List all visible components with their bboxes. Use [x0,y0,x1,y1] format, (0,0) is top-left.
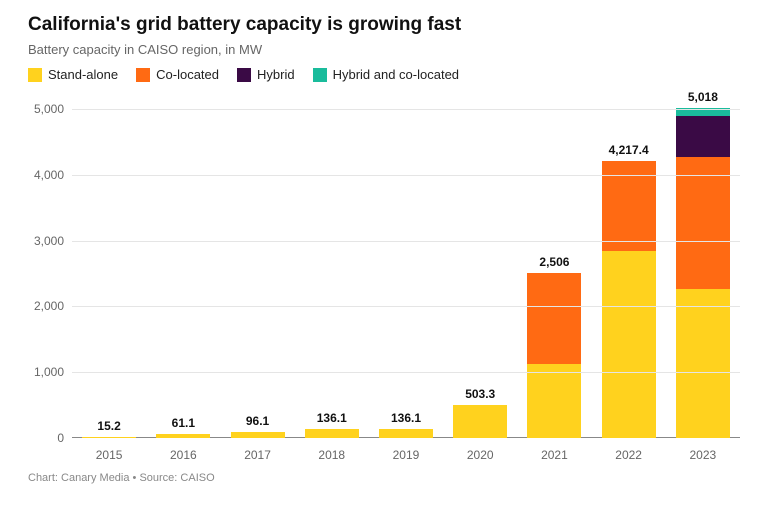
bar-stack [156,434,210,438]
x-tick-label: 2019 [369,442,443,466]
chart-area: 15.2 61.1 96.1 136.1 136.1 503.3 2,506 4,217.4 5… [72,96,740,466]
grid-line [72,241,740,242]
x-tick-label: 2018 [295,442,369,466]
bar-column: 61.1 [146,96,220,438]
bar-column: 136.1 [295,96,369,438]
bar-column: 4,217.4 [592,96,666,438]
legend-item: Stand-alone [28,67,118,82]
bar-stack [305,429,359,438]
bar-segment-stand-alone [527,364,581,438]
grid-line [72,306,740,307]
bar-segment-co-located [676,157,730,289]
bar-stack [676,108,730,438]
bar-stack [82,437,136,438]
bar-total-label: 5,018 [688,90,718,104]
bar-stack [379,429,433,438]
legend-item: Co-located [136,67,219,82]
legend-swatch [28,68,42,82]
y-tick-label: 5,000 [34,102,72,116]
x-tick-label: 2016 [146,442,220,466]
bar-total-label: 15.2 [97,419,120,433]
grid-line [72,109,740,110]
bar-total-label: 96.1 [246,414,269,428]
y-tick-label: 2,000 [34,299,72,313]
plot: 15.2 61.1 96.1 136.1 136.1 503.3 2,506 4,217.4 5… [72,96,740,438]
x-tick-label: 2022 [592,442,666,466]
bar-total-label: 503.3 [465,387,495,401]
y-tick-label: 3,000 [34,234,72,248]
chart-subtitle: Battery capacity in CAISO region, in MW [28,42,740,57]
legend-label: Hybrid [257,67,295,82]
x-tick-label: 2020 [443,442,517,466]
bar-segment-stand-alone [305,429,359,438]
bar-segment-stand-alone [231,432,285,438]
x-tick-label: 2021 [517,442,591,466]
bar-stack [602,161,656,438]
legend-label: Stand-alone [48,67,118,82]
bar-total-label: 2,506 [539,255,569,269]
bar-column: 5,018 [666,96,740,438]
bar-segment-co-located [527,273,581,364]
x-axis-labels: 201520162017201820192020202120222023 [72,442,740,466]
bar-total-label: 61.1 [172,416,195,430]
y-tick-label: 4,000 [34,168,72,182]
chart-title: California's grid battery capacity is gr… [28,14,740,36]
bar-stack [527,273,581,438]
legend-swatch [136,68,150,82]
bar-total-label: 136.1 [317,411,347,425]
chart-footer: Chart: Canary Media • Source: CAISO [28,472,740,484]
legend-label: Hybrid and co-located [333,67,459,82]
bar-total-label: 4,217.4 [609,143,649,157]
legend-swatch [313,68,327,82]
bar-stack [453,405,507,438]
y-tick-label: 0 [57,431,72,445]
bar-segment-stand-alone [156,434,210,438]
bar-column: 96.1 [220,96,294,438]
x-tick-label: 2015 [72,442,146,466]
bar-segment-stand-alone [676,289,730,438]
bar-column: 2,506 [517,96,591,438]
grid-line [72,175,740,176]
bar-segment-stand-alone [379,429,433,438]
legend-label: Co-located [156,67,219,82]
legend-item: Hybrid [237,67,295,82]
bar-column: 15.2 [72,96,146,438]
legend-swatch [237,68,251,82]
bar-segment-stand-alone [82,437,136,438]
legend-item: Hybrid and co-located [313,67,459,82]
legend: Stand-alone Co-located Hybrid Hybrid and co… [28,67,740,82]
grid-line [72,372,740,373]
bar-segment-hybrid [676,116,730,157]
bar-stack [231,432,285,438]
bars-container: 15.2 61.1 96.1 136.1 136.1 503.3 2,506 4,217.4 5… [72,96,740,438]
y-tick-label: 1,000 [34,365,72,379]
bar-column: 136.1 [369,96,443,438]
x-tick-label: 2023 [666,442,740,466]
bar-column: 503.3 [443,96,517,438]
bar-total-label: 136.1 [391,411,421,425]
x-tick-label: 2017 [220,442,294,466]
bar-segment-stand-alone [453,405,507,438]
bar-segment-stand-alone [602,251,656,438]
